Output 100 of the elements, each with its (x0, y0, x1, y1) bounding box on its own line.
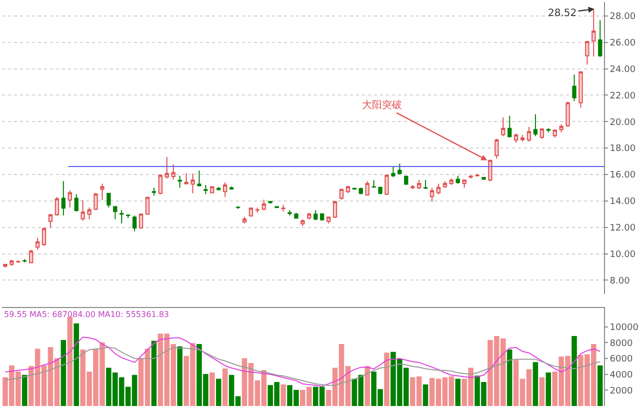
bar (546, 372, 552, 406)
candlestick (54, 196, 60, 216)
candlestick (475, 173, 480, 177)
candlestick (190, 173, 195, 194)
bar (455, 378, 460, 406)
candlestick (332, 200, 338, 219)
candlestick (3, 264, 8, 268)
y-tick-label: 28.00 (610, 12, 636, 22)
candlestick (171, 164, 176, 180)
candlestick (223, 182, 228, 198)
candlestick (540, 128, 544, 140)
candlestick (178, 175, 182, 188)
candlestick (184, 172, 188, 184)
candlestick (204, 184, 208, 195)
y-tick-label: 26.00 (610, 38, 636, 48)
candlestick (494, 138, 499, 160)
candlestick (442, 180, 448, 188)
bar (177, 346, 182, 406)
candlestick (197, 170, 202, 187)
candlestick (436, 183, 441, 195)
candlestick (384, 174, 389, 196)
candlestick (242, 216, 247, 224)
y-tick-label: 10000 (610, 322, 639, 333)
candlestick (468, 174, 473, 179)
candlestick (346, 185, 350, 194)
y-tick-label: 4000 (610, 370, 633, 380)
candlestick (404, 175, 408, 186)
candlestick (462, 179, 466, 188)
line-series (4, 336, 601, 387)
candlestick (514, 133, 518, 144)
candlestick (94, 192, 98, 211)
candlestick (68, 190, 72, 208)
y-tick-label: 20.00 (610, 118, 636, 128)
y-tick-label: 18.00 (610, 144, 636, 154)
line-series (4, 346, 601, 386)
candlestick (138, 212, 144, 230)
bar (572, 336, 577, 406)
candlestick (533, 114, 538, 137)
candlestick (106, 192, 111, 208)
candlestick (132, 214, 137, 232)
candlestick (274, 206, 279, 209)
bar (597, 365, 603, 406)
candlestick (29, 249, 34, 264)
bar (74, 323, 79, 406)
candlestick (365, 180, 370, 196)
candlestick (80, 199, 85, 222)
y-tick-label: 6000 (610, 354, 633, 365)
candlestick (87, 207, 92, 220)
y-tick-label: 16.00 (610, 170, 636, 181)
candlestick (546, 128, 550, 133)
bar (422, 384, 428, 406)
y-tick-label: 22.00 (610, 91, 636, 102)
candlestick (255, 207, 260, 214)
bar (384, 352, 390, 406)
candlestick (288, 210, 292, 216)
candlestick (10, 259, 14, 266)
candlestick (592, 8, 596, 57)
candlestick (314, 210, 318, 221)
candlestick (416, 179, 422, 190)
candlestick (559, 124, 564, 133)
candlestick (501, 117, 506, 137)
candlestick (48, 214, 53, 229)
candlestick (552, 129, 557, 138)
candlestick (126, 214, 130, 219)
candlestick (229, 186, 234, 190)
bar (60, 340, 66, 406)
candlestick (320, 212, 324, 222)
bar (539, 377, 545, 406)
candlestick (248, 207, 254, 218)
y-tick-label: 24.00 (610, 64, 636, 75)
candlestick (22, 258, 27, 263)
candlestick (585, 40, 590, 66)
y-tick-label: 8.00 (610, 276, 630, 286)
bar (22, 374, 28, 406)
bar (506, 349, 512, 406)
candlestick (378, 186, 382, 195)
candlestick (572, 74, 576, 102)
candlestick (358, 187, 363, 195)
candlestick (339, 188, 344, 200)
bar (67, 317, 73, 406)
y-tick-label: 14.00 (610, 197, 636, 208)
bar (280, 384, 286, 406)
bar (532, 362, 538, 406)
candlestick (42, 226, 46, 246)
candlestick (152, 187, 156, 196)
candlestick (164, 156, 169, 179)
bar (222, 368, 228, 406)
y-tick-label: 10.00 (610, 250, 636, 260)
y-tick-label: 12.00 (610, 224, 636, 234)
candlestick (391, 166, 396, 178)
candlestick (578, 70, 583, 108)
candlestick (61, 180, 66, 216)
candlestick (281, 204, 286, 212)
candlestick (372, 180, 376, 188)
candlestick (113, 206, 118, 220)
annotation: 大阳突破 (362, 99, 402, 111)
candlestick (456, 175, 460, 184)
candlestick (145, 196, 150, 216)
candlestick (449, 178, 454, 186)
candlestick (482, 176, 486, 180)
